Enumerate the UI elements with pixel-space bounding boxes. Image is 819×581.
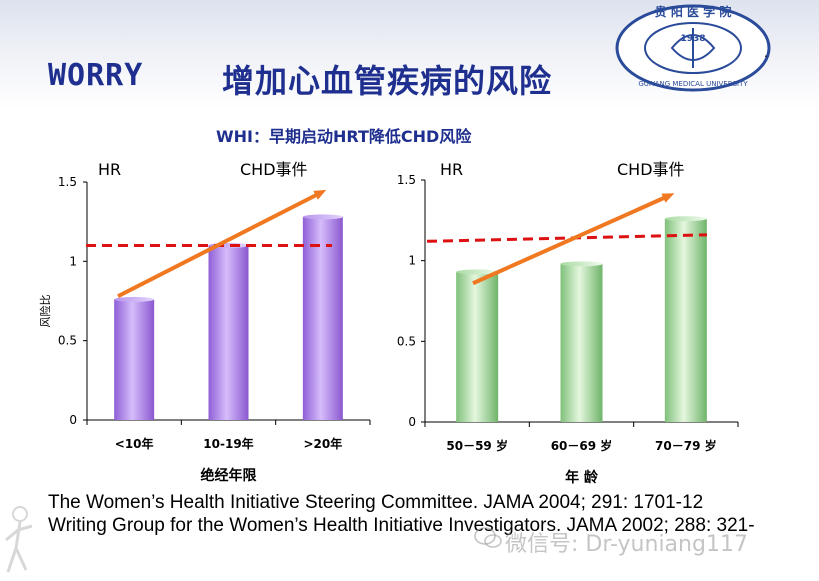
wechat-icon (474, 527, 502, 548)
bar (456, 271, 499, 422)
y-axis-label: 风险比 (38, 295, 52, 328)
bar (560, 263, 603, 422)
slide-title-chinese: 增加心血管疾病的风险 (222, 62, 553, 100)
reference-line-2: Writing Group for the Women’s Health Ini… (48, 515, 755, 536)
chart-title: CHD事件 (617, 160, 685, 179)
references: The Women’s Health Initiative Steering C… (48, 491, 755, 537)
bar (114, 299, 155, 420)
bar-top (560, 261, 603, 267)
x-axis-label: 年 龄 (565, 469, 599, 486)
x-tick-label: 10-19年 (203, 436, 253, 451)
y-tick-label: 0.5 (397, 334, 416, 348)
logo-dot: . (764, 46, 768, 60)
hr-label: HR (440, 160, 463, 179)
reference-dashed-line (426, 233, 708, 243)
svg-text:GUIYANG MEDICAL UNIVERSITY: GUIYANG MEDICAL UNIVERSITY (638, 80, 748, 88)
corner-figure-icon (5, 506, 33, 573)
logo-year: 1938 (680, 34, 705, 44)
y-tick-label: 0 (69, 413, 77, 427)
chart-subtitle: WHI：早期启动HRT降低CHD风险 (216, 127, 472, 146)
bar-top (664, 216, 707, 222)
bar (302, 216, 343, 420)
chart-title: CHD事件 (240, 160, 308, 179)
bar-top (456, 269, 499, 275)
svg-text:贵 阳 医 学 院: 贵 阳 医 学 院 (655, 4, 732, 19)
university-logo: 1938 贵 阳 医 学 院 GUIYANG MEDICAL UNIVERSIT… (615, 4, 771, 92)
bar (208, 245, 249, 420)
wechat-watermark: 微信号: Dr-yuniang117 (505, 532, 748, 557)
x-tick-label: 70－79 岁 (655, 438, 717, 453)
y-tick-label: 0.5 (58, 334, 77, 348)
y-tick-label: 0 (408, 415, 416, 429)
hr-label: HR (98, 160, 121, 179)
bar-top (302, 214, 343, 220)
slide-title-english: WORRY (48, 58, 144, 93)
x-tick-label: >20年 (303, 436, 342, 451)
bar-top (114, 296, 155, 302)
x-axis-label: 绝经年限 (201, 467, 257, 484)
x-tick-label: 50－59 岁 (446, 438, 508, 453)
trend-arrow (472, 193, 675, 286)
y-tick-label: 1.5 (397, 173, 416, 187)
y-tick-label: 1 (408, 254, 416, 268)
trend-arrow (117, 189, 327, 299)
x-tick-label: <10年 (115, 436, 154, 451)
x-tick-label: 60－69 岁 (551, 438, 613, 453)
reference-line-1: The Women’s Health Initiative Steering C… (48, 492, 704, 513)
y-tick-label: 1 (69, 254, 77, 268)
bar (664, 218, 707, 422)
y-tick-label: 1.5 (58, 175, 77, 189)
